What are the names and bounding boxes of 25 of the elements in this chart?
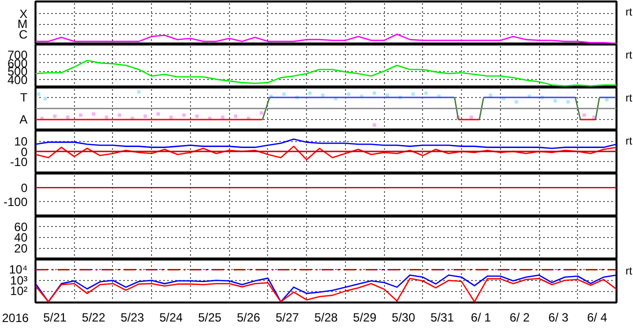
- x-tick-label: 5/24: [159, 310, 184, 324]
- x-tick-label: 5/29: [353, 310, 377, 324]
- text: rt: [626, 92, 632, 104]
- text: rt: [626, 6, 632, 18]
- y-tick-label: 0: [20, 181, 28, 196]
- text: rt: [626, 135, 632, 148]
- x-tick-label: 5/30: [392, 310, 416, 324]
- text: rt: [626, 49, 632, 62]
- x-tick-label: 6/ 3: [548, 310, 569, 324]
- x-tick-label: 5/21: [43, 310, 67, 324]
- x-tick-label: 5/25: [198, 310, 222, 324]
- x-tick-label: 5/26: [236, 310, 261, 324]
- text: A: [19, 112, 28, 127]
- x-axis-title: 2016: [2, 310, 29, 327]
- x-tick-label: 5/22: [82, 310, 106, 324]
- x-tick-label: 5/28: [314, 310, 338, 324]
- x-tick-label: 6/ 1: [470, 310, 492, 324]
- text: T: [20, 90, 28, 104]
- y-tick-label: -100: [3, 194, 28, 209]
- x-tick-label: 5/23: [120, 310, 144, 324]
- x-tick-label: 6/ 4: [587, 310, 608, 324]
- x-tick-label: 5/27: [276, 310, 300, 324]
- text: rt: [626, 266, 632, 278]
- x-tick-label: 5/31: [430, 310, 454, 324]
- x-tick-label: 6/ 2: [510, 310, 530, 324]
